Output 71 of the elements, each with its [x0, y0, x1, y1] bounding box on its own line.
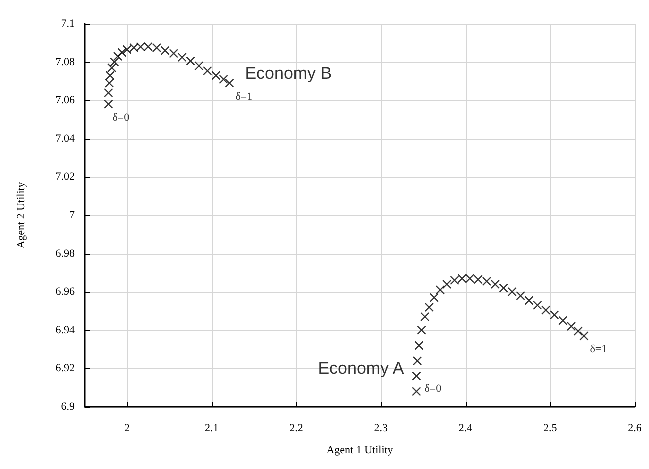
point [113, 52, 123, 62]
y-tick-label: 7.08 [56, 56, 76, 68]
point [104, 100, 114, 110]
point [474, 275, 484, 284]
point [442, 280, 452, 290]
point [129, 43, 139, 53]
y-tick-label: 7.02 [56, 171, 75, 184]
point [458, 274, 467, 284]
y-tick-label: 7.1 [61, 18, 75, 30]
x-tick-label: 2.4 [458, 422, 474, 434]
y-tick-label: 6.9 [61, 401, 76, 413]
point [225, 78, 234, 88]
point [152, 43, 162, 53]
point [436, 286, 445, 295]
y-axis-title: Agent 2 Utility [16, 182, 28, 249]
point [574, 326, 583, 336]
annotation: δ=0 [424, 383, 442, 396]
point [122, 45, 132, 54]
point [412, 356, 422, 366]
point [412, 372, 422, 381]
point [482, 276, 492, 286]
point [203, 66, 212, 76]
x-tick-label: 2.6 [628, 422, 642, 434]
point [490, 280, 500, 290]
point [110, 58, 120, 67]
point [194, 62, 204, 71]
point [144, 42, 154, 52]
point [136, 42, 146, 52]
point [186, 56, 196, 66]
point [420, 312, 430, 322]
point [533, 300, 542, 310]
point [118, 48, 127, 58]
y-tick-label: 7.06 [56, 94, 76, 107]
point [417, 326, 426, 335]
point [450, 276, 460, 286]
point [219, 74, 228, 84]
y-tick-label: 6.98 [56, 248, 76, 260]
y-tick-label: 6.96 [56, 286, 76, 298]
point [212, 71, 221, 80]
y-tick-label: 6.92 [56, 362, 75, 375]
point [524, 296, 534, 306]
x-tick-label: 2.2 [290, 422, 304, 434]
y-tick-label: 6.94 [56, 324, 76, 336]
point [169, 49, 178, 58]
point [424, 302, 434, 312]
point [178, 52, 187, 62]
y-tick-label: 7 [70, 210, 76, 222]
y-tick-label: 7.04 [56, 132, 76, 145]
point [412, 387, 422, 396]
point [550, 310, 560, 320]
point [516, 291, 526, 301]
x-tick-label: 2.5 [544, 422, 558, 434]
point [465, 274, 475, 284]
point [430, 293, 440, 302]
series-label: Economy A [318, 358, 405, 378]
point [508, 288, 517, 297]
point [558, 316, 568, 326]
point [580, 332, 589, 341]
x-axis-title: Agent 1 Utility [326, 444, 394, 456]
point [542, 306, 551, 315]
annotation: δ=0 [112, 112, 130, 124]
x-tick-label: 2 [124, 422, 130, 434]
x-tick-label: 2.1 [205, 422, 219, 434]
point [160, 46, 170, 56]
annotation: δ=1 [236, 90, 253, 103]
point [414, 341, 424, 350]
point [566, 322, 576, 332]
series-label: Economy B [245, 64, 332, 83]
point [499, 284, 508, 293]
annotation: δ=1 [590, 344, 608, 356]
x-tick-label: 2.3 [374, 422, 389, 434]
